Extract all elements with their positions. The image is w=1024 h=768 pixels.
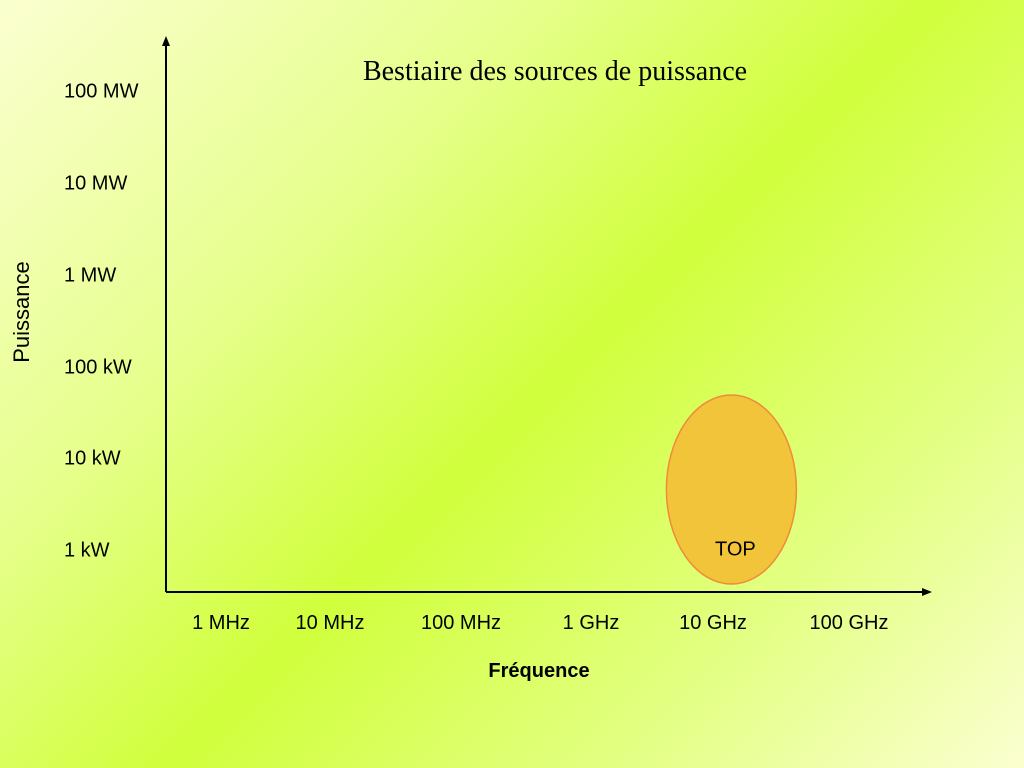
region-ellipse [665, 394, 798, 585]
y-tick-label: 10 kW [64, 447, 121, 470]
x-tick-label: 1 MHz [192, 612, 250, 634]
y-tick-label: 100 MW [64, 80, 139, 103]
x-tick-label: 100 GHz [809, 612, 889, 634]
y-tick-label: 100 kW [64, 356, 132, 379]
x-axis-arrowhead [922, 588, 932, 596]
x-axis-title: Fréquence [488, 660, 590, 682]
x-tick-label: 100 MHz [420, 612, 502, 634]
x-tick-label: 10 GHz [679, 612, 747, 634]
chart-title: Bestiaire des sources de puissance [362, 56, 748, 87]
x-tick-label: 1 GHz [562, 612, 620, 634]
y-tick-label: 1 MW [64, 264, 117, 287]
region-label: TOP [715, 538, 756, 561]
x-tick-label: 10 MHz [295, 612, 365, 634]
y-tick-label: 1 kW [64, 539, 110, 562]
regions-layer [665, 394, 798, 585]
y-axis-arrowhead [162, 36, 170, 46]
y-tick-label: 10 MW [64, 172, 128, 195]
